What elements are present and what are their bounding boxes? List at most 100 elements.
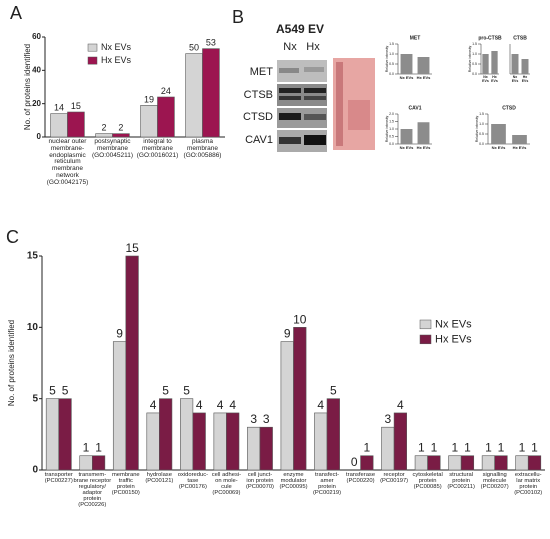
value-label: 1 [431,441,438,455]
bar [185,53,203,138]
bar [521,59,529,74]
legend-swatch [419,334,432,345]
x-tick-label: Nx EVs [511,75,519,83]
bar [326,398,340,471]
chart-title: MET [410,35,421,41]
legend-swatch [87,56,98,65]
bar [512,135,527,144]
blot-image [277,60,327,152]
value-label: 1 [95,441,102,455]
bar [180,398,194,471]
panel-label: B [232,7,244,27]
y-tick-label: 1.5 [472,42,477,46]
x-tick-label: transporter (PC00227) [44,472,73,485]
value-label: 3 [263,412,270,426]
y-axis-label: Relative intensity [475,116,479,143]
value-label: 50 [189,43,199,53]
y-tick-label: 2.0 [389,112,394,116]
value-label: 1 [452,441,459,455]
chart-title: CTSD [502,105,516,111]
y-tick-label: 0.5 [389,62,394,66]
bar [192,412,206,471]
bar [58,398,72,471]
blot-title: A549 EV [276,22,324,36]
y-axis-label: No. of proteins identified [7,320,16,406]
value-label: 3 [384,412,391,426]
bar [482,54,489,74]
value-label: 53 [206,38,216,48]
bar [79,455,93,471]
y-axis-label: Relative intensity [468,46,472,73]
bar [494,455,508,471]
value-label: 9 [116,327,123,341]
bar [125,255,139,471]
value-label: 10 [293,312,307,326]
row-label: CAV1 [245,134,273,146]
x-tick-label: postsynaptic membrane (GO:0045211) [91,138,134,159]
bar [481,455,495,471]
bar [427,455,441,471]
legend-label: Hx EVs [435,333,472,345]
y-tick-label: 0.0 [389,142,394,146]
bar [417,57,430,74]
x-tick-label: transferase (PC00220) [346,472,376,485]
y-axis-label: Relative intensity [385,46,389,73]
lane-label: Nx [283,41,297,53]
x-tick-label: receptor (PC00197) [380,472,409,485]
value-label: 3 [250,412,257,426]
value-label: 24 [161,86,171,96]
bar [511,54,519,74]
y-tick-label: 1.5 [389,119,394,123]
bar [112,133,130,138]
x-tick-label: signalling molecule (PC00207) [480,472,509,491]
x-tick-label: Nx EVs [399,75,414,80]
y-tick-label: 0.0 [389,72,394,76]
bar [417,122,430,144]
y-tick-label: 1.0 [389,127,394,131]
y-tick-label: 0.5 [472,62,477,66]
panel-label: A [10,3,22,23]
legend-swatch [87,43,98,52]
value-label: 2 [102,123,107,133]
bar [95,133,113,138]
value-label: 1 [83,441,90,455]
value-label: 4 [196,398,203,412]
row-label: CTSD [243,111,273,123]
value-label: 4 [217,398,224,412]
y-tick-label: 60 [32,32,41,41]
value-label: 0 [351,455,358,469]
x-tick-label: Hx EVs [491,75,498,83]
value-label: 1 [519,441,526,455]
y-tick-label: 0.0 [479,142,484,146]
bar [400,54,413,74]
bar [448,455,462,471]
y-tick-label: 1.5 [389,42,394,46]
chart-title: CAV1 [409,105,422,111]
bar [45,398,60,471]
value-label: 1 [485,441,492,455]
value-label: 5 [49,384,56,398]
bar [360,455,374,471]
bar [527,455,542,471]
y-tick-label: 0.5 [389,134,394,138]
y-tick-label: 40 [32,65,41,74]
x-tick-label: Nx EVs [399,145,414,150]
y-tick-label: 0.0 [472,72,477,76]
bar [314,412,328,471]
row-label: MET [250,66,274,78]
chart-title: CTSB [513,35,527,41]
bar [259,426,273,471]
y-tick-label: 15 [27,251,39,262]
y-tick-label: 0.5 [479,132,484,136]
x-tick-label: oxidoreduc- tase (PC00176) [177,472,209,491]
y-axis-label: No. of proteins identified [23,44,32,130]
value-label: 9 [284,327,291,341]
lane-label: Hx [306,41,320,53]
x-tick-label: Hx EVs [512,145,527,150]
bar [491,51,498,74]
y-tick-label: 10 [27,322,39,333]
value-label: 4 [150,398,157,412]
y-axis-label: Relative intensity [385,116,389,143]
x-tick-label: Hx EVs [416,145,431,150]
